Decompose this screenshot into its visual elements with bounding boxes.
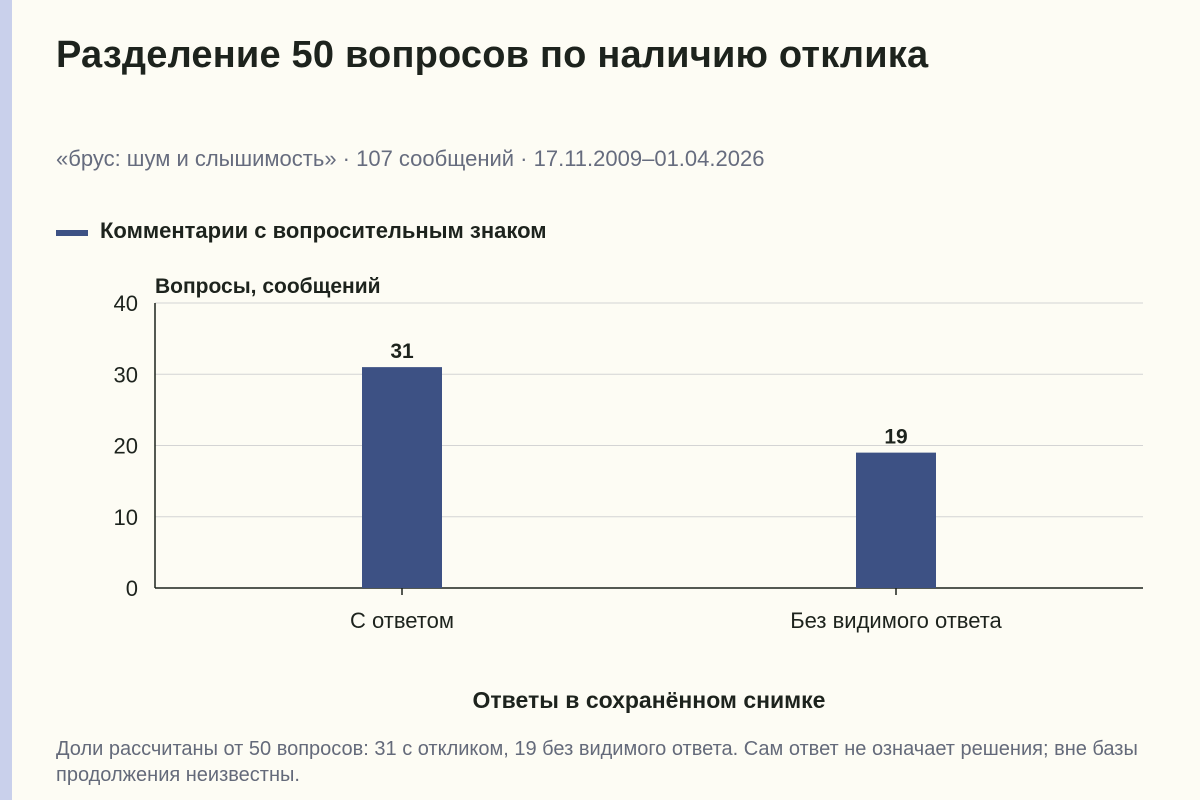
y-axis-label: Вопросы, сообщений <box>155 275 381 298</box>
x-tick-label: Без видимого ответа <box>790 608 1002 633</box>
y-tick-label: 10 <box>114 505 138 530</box>
x-axis-label: Ответы в сохранённом снимке <box>473 687 826 713</box>
bar <box>856 452 936 588</box>
legend-label: Комментарии с вопросительным знаком <box>100 218 547 243</box>
bar <box>362 367 442 588</box>
x-tick-label: С ответом <box>350 608 454 633</box>
y-tick-label: 30 <box>114 362 138 387</box>
accent-stripe <box>0 0 12 800</box>
chart-subtitle: «брус: шум и слышимость» · 107 сообщений… <box>56 146 765 171</box>
bar-value-label: 31 <box>390 340 414 363</box>
bar-chart: 0 10 20 30 40 Вопросы, сообщений 31 С ответом 19… <box>114 275 1143 713</box>
footnote: Доли рассчитаны от 50 вопросов: 31 с отк… <box>56 738 1138 786</box>
y-tick-label: 20 <box>114 434 138 459</box>
chart-title: Разделение 50 вопросов по наличию отклик… <box>56 34 929 76</box>
y-tick-label: 0 <box>126 576 138 601</box>
legend: Комментарии с вопросительным знаком <box>56 218 547 244</box>
bar-value-label: 19 <box>884 426 907 449</box>
legend-swatch <box>56 230 88 236</box>
y-tick-label: 40 <box>114 291 138 316</box>
